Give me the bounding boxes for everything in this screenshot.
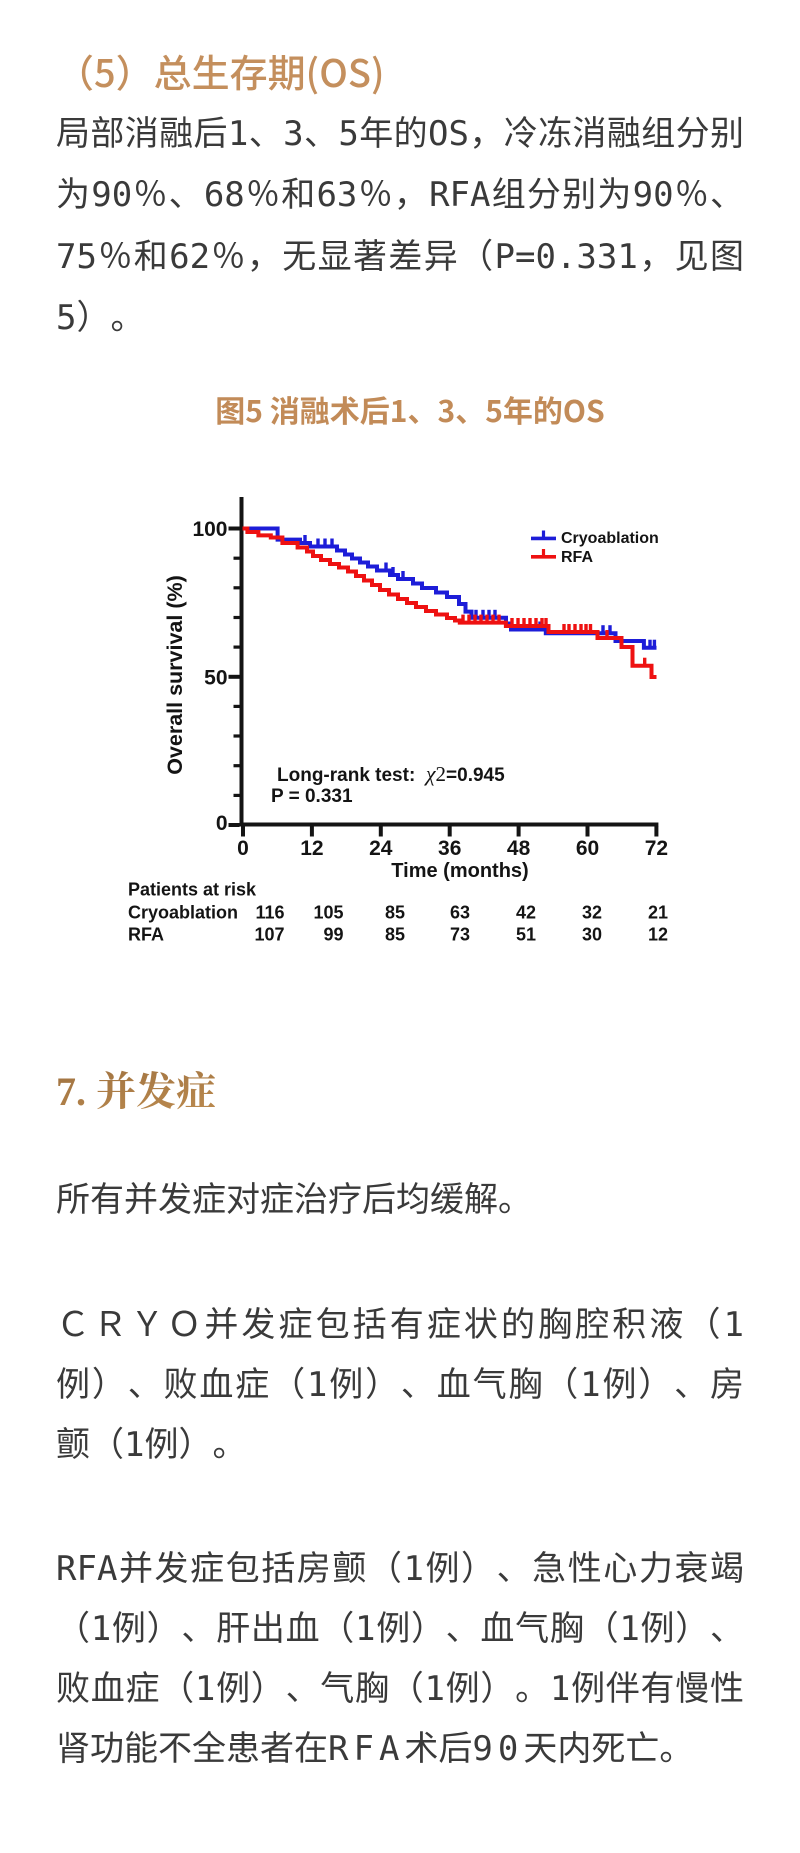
svg-text:P = 0.331: P = 0.331 [271, 786, 353, 807]
svg-text:50: 50 [204, 666, 227, 689]
svg-text:73: 73 [450, 925, 470, 945]
svg-text:Cryoablation: Cryoablation [561, 530, 659, 547]
svg-text:99: 99 [323, 925, 343, 945]
svg-text:107: 107 [254, 925, 284, 945]
svg-text:12: 12 [648, 925, 668, 945]
svg-text:36: 36 [438, 837, 461, 860]
svg-text:51: 51 [516, 925, 536, 945]
svg-text:24: 24 [369, 837, 393, 860]
svg-text:Overall survival (%): Overall survival (%) [163, 575, 187, 775]
svg-text:100: 100 [192, 518, 227, 541]
svg-text:Cryoablation: Cryoablation [128, 902, 238, 922]
svg-text:85: 85 [385, 925, 405, 945]
svg-text:48: 48 [507, 837, 531, 860]
svg-text:30: 30 [582, 925, 602, 945]
svg-text:0: 0 [237, 837, 249, 860]
svg-text:42: 42 [516, 902, 536, 922]
svg-text:72: 72 [645, 837, 668, 860]
svg-text:63: 63 [450, 902, 470, 922]
svg-text:Long-rank test: χ2=0.945: Long-rank test: χ2=0.945 [277, 761, 505, 786]
svg-text:85: 85 [385, 902, 405, 922]
svg-text:32: 32 [582, 902, 602, 922]
svg-text:0: 0 [216, 812, 228, 835]
svg-text:60: 60 [576, 837, 599, 860]
svg-text:12: 12 [300, 837, 323, 860]
svg-text:116: 116 [255, 902, 284, 922]
svg-text:Patients at risk: Patients at risk [128, 879, 257, 899]
svg-text:105: 105 [313, 902, 343, 922]
svg-text:RFA: RFA [561, 549, 593, 566]
svg-text:Time (months): Time (months) [391, 860, 528, 882]
svg-text:21: 21 [648, 902, 668, 922]
svg-text:RFA: RFA [128, 925, 164, 945]
